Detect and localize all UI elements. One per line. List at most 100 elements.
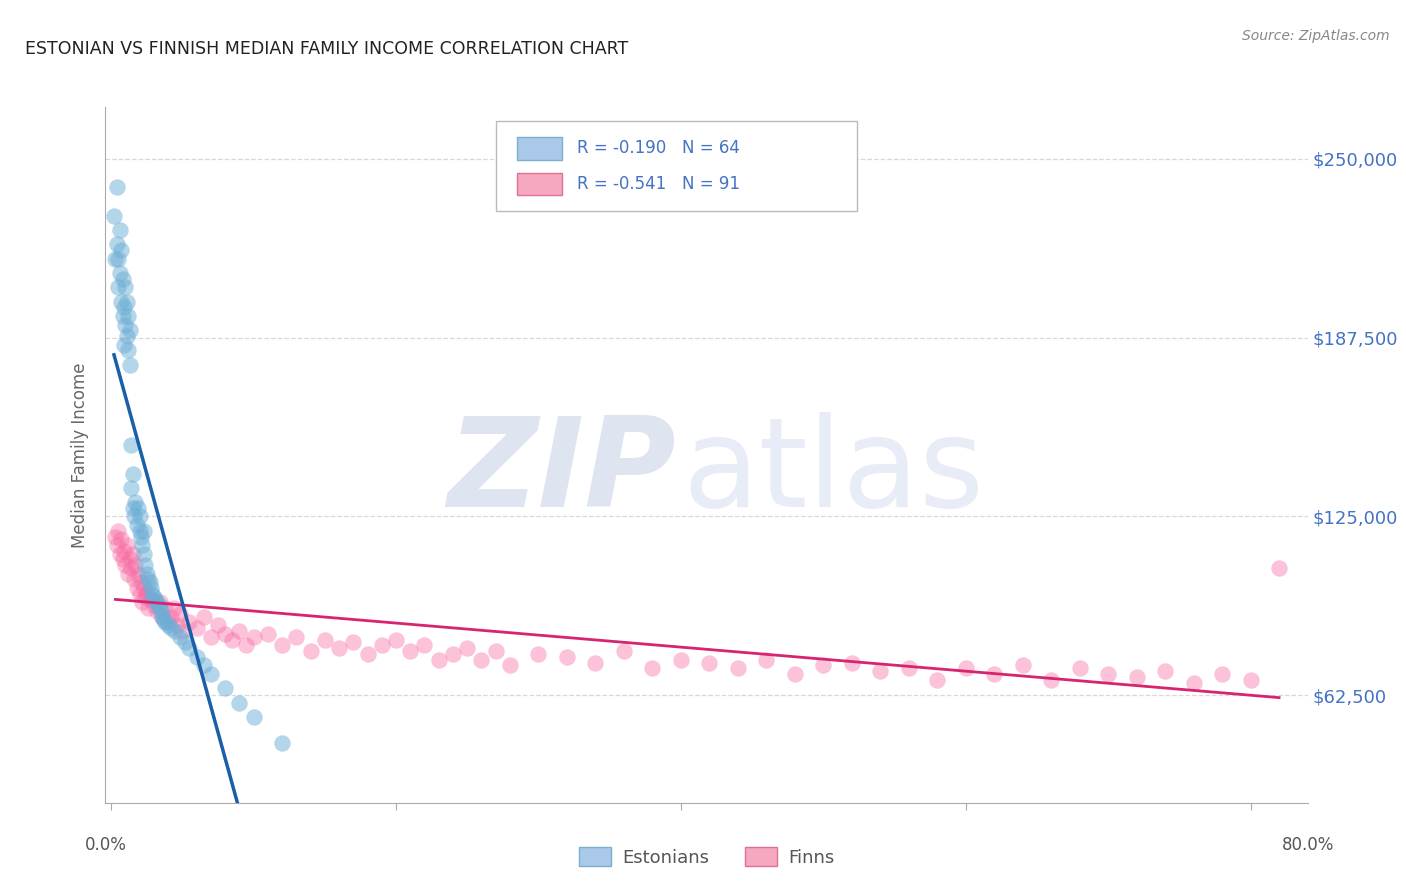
Point (152, 609, 174, 624)
Point (132, 524, 155, 538)
Point (174, 635, 197, 649)
Point (669, 653, 692, 667)
Point (427, 653, 450, 667)
Point (228, 624, 250, 638)
Point (841, 656, 863, 670)
Point (136, 573, 159, 587)
Point (120, 481, 142, 495)
Point (131, 595, 153, 609)
Point (179, 615, 201, 630)
Point (132, 581, 155, 595)
Point (148, 595, 170, 609)
Point (128, 587, 150, 601)
Point (200, 630, 222, 644)
Point (117, 309, 139, 323)
Point (165, 624, 187, 638)
Point (107, 252, 129, 266)
Point (1239, 673, 1261, 687)
Legend: Estonians, Finns: Estonians, Finns (571, 840, 842, 874)
Point (118, 552, 141, 566)
Point (214, 681, 236, 696)
Point (727, 661, 749, 675)
Point (121, 500, 143, 515)
Point (141, 587, 163, 601)
Point (169, 630, 191, 644)
Point (117, 566, 139, 581)
Point (1268, 561, 1291, 575)
Point (214, 627, 236, 641)
Point (221, 632, 243, 647)
Point (121, 467, 143, 481)
Point (120, 438, 142, 452)
Point (139, 592, 162, 607)
Point (145, 604, 167, 618)
Point (869, 664, 891, 678)
Point (413, 638, 436, 652)
Text: ZIP: ZIP (447, 412, 676, 533)
Point (755, 653, 778, 667)
Point (120, 561, 142, 575)
Point (124, 558, 146, 573)
Point (112, 301, 135, 315)
Text: 80.0%: 80.0% (1281, 836, 1334, 854)
Point (157, 615, 180, 630)
Point (470, 653, 492, 667)
Point (150, 604, 173, 618)
Point (1182, 675, 1205, 690)
Point (179, 641, 201, 656)
Point (127, 566, 149, 581)
Point (142, 590, 165, 604)
Point (124, 495, 146, 509)
Point (138, 575, 160, 590)
Point (114, 280, 136, 294)
Point (527, 647, 550, 661)
Point (121, 547, 143, 561)
Point (117, 343, 139, 358)
Bar (516, 173, 562, 195)
Point (356, 647, 378, 661)
Point (927, 673, 949, 687)
Point (285, 630, 308, 644)
Point (134, 558, 156, 573)
Y-axis label: Median Family Income: Median Family Income (72, 362, 90, 548)
Point (172, 624, 194, 638)
Point (131, 538, 153, 552)
Point (163, 601, 186, 615)
Point (146, 599, 169, 613)
Point (1211, 667, 1233, 681)
Point (122, 573, 145, 587)
Point (115, 538, 138, 552)
Point (385, 632, 408, 647)
Point (111, 272, 134, 286)
Point (955, 661, 977, 675)
Point (107, 280, 129, 294)
Point (983, 667, 1005, 681)
Point (108, 547, 131, 561)
Point (134, 590, 156, 604)
Point (583, 656, 606, 670)
Point (125, 581, 148, 595)
Point (111, 309, 134, 323)
Point (115, 294, 138, 309)
Point (256, 627, 278, 641)
Point (135, 587, 157, 601)
Text: R = -0.541   N = 91: R = -0.541 N = 91 (576, 175, 740, 194)
Point (108, 223, 131, 237)
Point (122, 509, 145, 524)
Point (143, 592, 166, 607)
Point (136, 601, 159, 615)
Point (1040, 673, 1063, 687)
Point (314, 632, 336, 647)
Point (399, 644, 422, 658)
Point (641, 661, 664, 675)
Point (110, 533, 132, 547)
Point (155, 615, 177, 630)
Point (441, 647, 464, 661)
Point (142, 599, 165, 613)
Point (186, 621, 208, 635)
Point (155, 601, 177, 615)
Point (103, 209, 125, 223)
Point (108, 266, 131, 280)
Text: Source: ZipAtlas.com: Source: ZipAtlas.com (1241, 29, 1389, 43)
Point (114, 318, 136, 332)
